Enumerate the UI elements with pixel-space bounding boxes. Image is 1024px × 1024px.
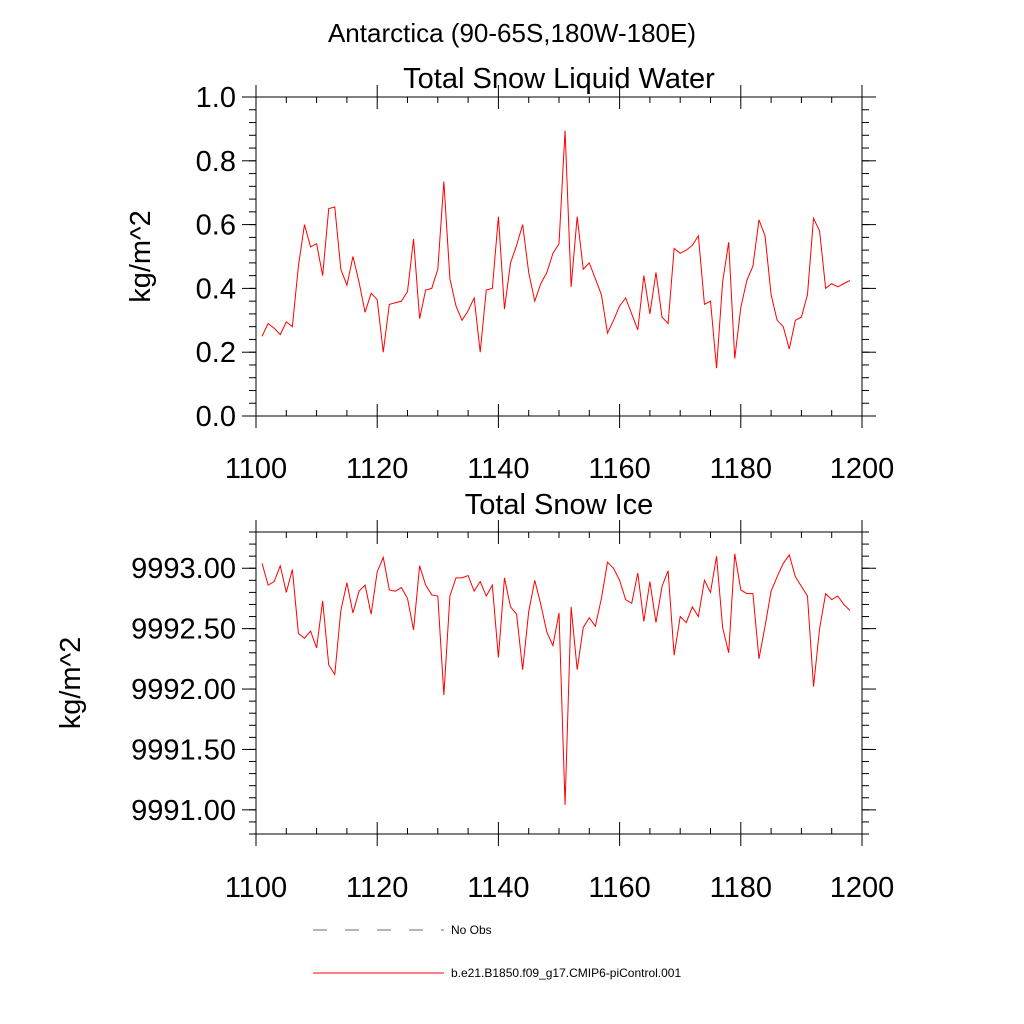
y-tick-label: 9992.00 bbox=[131, 674, 236, 706]
x-tick-label: 1160 bbox=[588, 453, 650, 485]
y-axis-label: kg/m^2 bbox=[125, 210, 157, 303]
plot-frame bbox=[255, 531, 863, 835]
legend-label-no-obs: No Obs bbox=[451, 923, 492, 937]
legend-label-model: b.e21.B1850.f09_g17.CMIP6-piControl.001 bbox=[451, 966, 681, 980]
chart-title: Total Snow Liquid Water bbox=[403, 63, 715, 95]
chart-title: Total Snow Ice bbox=[465, 489, 654, 521]
y-tick-label: 0.6 bbox=[196, 210, 236, 242]
chart-panel-snow-liquid-water: Total Snow Liquid Water 1100 1120 1140 1160 1… bbox=[125, 63, 894, 485]
y-tick-label: 0.0 bbox=[196, 401, 236, 433]
y-tick-label: 9993.00 bbox=[131, 553, 236, 585]
y-tick-label: 0.4 bbox=[196, 273, 236, 305]
x-tick-label: 1200 bbox=[830, 453, 895, 485]
x-tick-label: 1140 bbox=[467, 453, 529, 485]
legend: No Obs b.e21.B1850.f09_g17.CMIP6-piContr… bbox=[313, 923, 681, 980]
x-tick-label: 1120 bbox=[346, 872, 408, 904]
chart-panel-snow-ice: Total Snow Ice 1100 1120 1140 1160 1180 1200 99… bbox=[55, 489, 894, 904]
y-tick-label: 0.8 bbox=[196, 146, 236, 178]
x-tick-label: 1160 bbox=[588, 872, 650, 904]
y-tick-label: 9991.50 bbox=[131, 734, 236, 766]
x-tick-label: 1180 bbox=[710, 872, 772, 904]
x-tick-label: 1100 bbox=[225, 453, 287, 485]
x-tick-label: 1180 bbox=[710, 453, 772, 485]
y-tick-label: 1.0 bbox=[196, 82, 236, 114]
series-line bbox=[261, 130, 851, 369]
x-tick-label: 1100 bbox=[225, 872, 287, 904]
y-tick-label: 9991.00 bbox=[131, 795, 236, 827]
series-line bbox=[261, 553, 851, 806]
y-axis-label: kg/m^2 bbox=[55, 637, 87, 730]
y-tick-label: 9992.50 bbox=[131, 614, 236, 646]
figure-title: Antarctica (90-65S,180W-180E) bbox=[328, 18, 696, 48]
x-tick-label: 1200 bbox=[830, 872, 895, 904]
x-tick-label: 1120 bbox=[346, 453, 408, 485]
x-tick-label: 1140 bbox=[467, 872, 529, 904]
plot-frame bbox=[255, 96, 863, 417]
y-tick-label: 0.2 bbox=[196, 337, 236, 369]
